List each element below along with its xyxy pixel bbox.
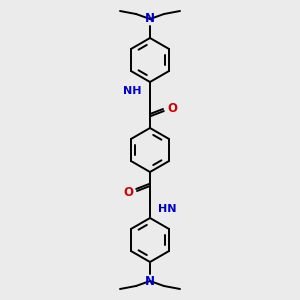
Text: N: N [145,12,155,25]
Text: O: O [123,185,133,199]
Text: O: O [167,101,177,115]
Text: HN: HN [158,204,176,214]
Text: NH: NH [124,86,142,96]
Text: N: N [145,275,155,288]
